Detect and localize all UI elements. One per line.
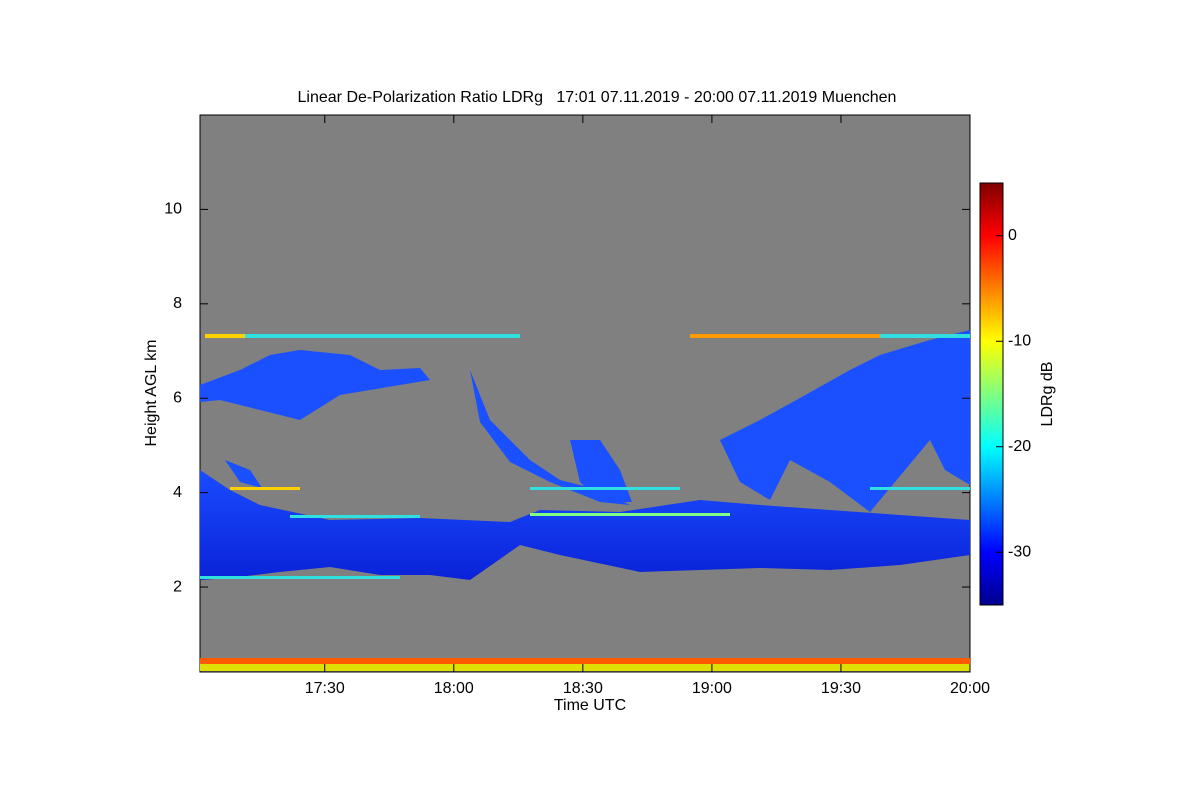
colorbar-tick-label: -20: [1008, 438, 1031, 455]
colorbar-tick-label: -10: [1008, 332, 1031, 349]
x-axis-label: Time UTC: [554, 697, 626, 714]
y-tick-label: 6: [173, 389, 182, 406]
y-tick-label: 4: [173, 484, 182, 501]
colorbar-tick-label: -30: [1008, 543, 1031, 560]
x-tick-label: 18:00: [434, 680, 474, 697]
chart-title: Linear De-Polarization Ratio LDRg 17:01 …: [298, 89, 897, 106]
x-tick-label: 18:30: [563, 680, 603, 697]
x-tick-label: 20:00: [950, 680, 990, 697]
colorbar: [979, 182, 1004, 606]
x-tick-label: 17:30: [305, 680, 345, 697]
echo-field: [200, 330, 970, 671]
y-tick-label: 2: [173, 578, 182, 595]
x-tick-label: 19:30: [821, 680, 861, 697]
colorbar-label: LDRg dB: [1039, 362, 1056, 427]
x-tick-label: 19:00: [692, 680, 732, 697]
y-tick-label: 8: [173, 295, 182, 312]
colorbar-tick-label: 0: [1008, 227, 1017, 244]
y-axis-label: Height AGL km: [143, 339, 160, 446]
y-tick-label: 10: [164, 201, 182, 218]
